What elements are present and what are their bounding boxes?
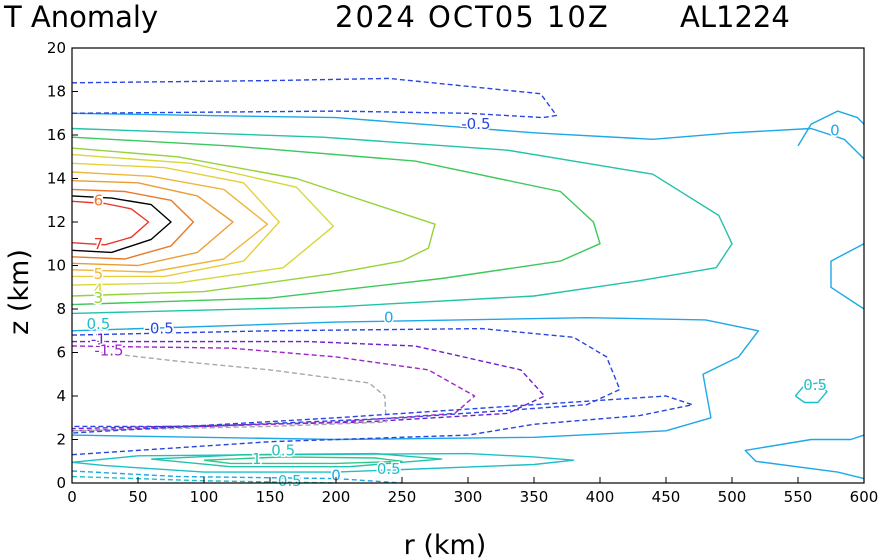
contour-line-4-6 (71, 153, 335, 286)
y-tick-label: 8 (56, 300, 66, 318)
contour-label-2: 6 (94, 191, 104, 209)
contour-line--0p5-24 (71, 395, 694, 456)
contour-line--1p5-21 (71, 345, 476, 432)
x-tick-label: 150 (256, 488, 285, 506)
x-tick-label: 450 (652, 488, 681, 506)
contour-label-7: 0.5 (86, 315, 110, 333)
y-tick-label: 4 (56, 387, 66, 405)
x-tick-label: 400 (586, 488, 615, 506)
y-tick-label: 10 (47, 257, 66, 275)
x-tick-label: 250 (388, 488, 417, 506)
contour-line-0-10 (71, 317, 760, 441)
contour-line-6p5-1 (71, 195, 172, 254)
y-tick-label: 2 (56, 431, 66, 449)
contour-line-7-0 (71, 200, 150, 246)
contour-line-5p5-3 (71, 180, 234, 267)
contour-label-6: 3 (94, 289, 104, 307)
contour-label-5: 4 (94, 280, 104, 298)
contour-label-0: -0.5 (461, 115, 490, 133)
x-tick-label: 600 (850, 488, 879, 506)
x-axis-label: r (km) (404, 530, 487, 559)
contour-line-0-14 (744, 434, 865, 480)
contour-label-14: 0.5 (271, 441, 295, 459)
contour-label-8: 0 (384, 309, 394, 327)
y-tick-label: 0 (56, 474, 66, 492)
y-tick-label: 16 (47, 126, 66, 144)
contour-label-11: -1.5 (94, 341, 123, 359)
contour-line-5-4 (71, 171, 269, 273)
y-tick-label: 14 (47, 170, 66, 188)
contour-label-9: -0.5 (144, 320, 173, 338)
contour-label-15: 0.5 (377, 460, 401, 478)
y-tick-label: 18 (47, 83, 66, 101)
y-tick-label: 20 (47, 39, 66, 57)
contour-label-10: -1 (91, 330, 106, 348)
contour-label-17: 0.5 (278, 472, 302, 490)
y-tick-label: 12 (47, 213, 66, 231)
contour-label-3: 7 (94, 235, 104, 253)
chart-title: T Anomaly (3, 0, 158, 34)
x-tick-label: 550 (784, 488, 813, 506)
contour-line-1p5-18 (203, 456, 403, 465)
contour-line-1-9 (71, 127, 733, 315)
x-tick-label: 0 (67, 488, 77, 506)
x-tick-label: 100 (190, 488, 219, 506)
contour-line-0-12 (71, 112, 865, 160)
chart-storm-id: AL1224 (680, 0, 790, 34)
contour-line-3-7 (71, 147, 436, 297)
contour-line-4p5-5 (71, 162, 280, 278)
x-tick-label: 300 (454, 488, 483, 506)
x-tick-label: 50 (128, 488, 147, 506)
x-tick-label: 500 (718, 488, 747, 506)
contour-label-16: 0 (331, 466, 341, 484)
contour-line--0p5-19 (71, 327, 621, 428)
contour-line--2-22 (71, 351, 387, 432)
contour-line-0p5-15 (794, 382, 828, 404)
contour-line-6-2 (71, 188, 195, 260)
contour-line-0-25 (71, 470, 403, 484)
contour-line-2-8 (71, 136, 601, 306)
contour-label-12: 0.5 (803, 376, 827, 394)
contour-label-layer: -0.5 0 6 7 543 0.5 0 -0.5 -1-1.5 0.5 1 0.5 0.5 0 0.5 (85, 114, 841, 492)
contour-label-4: 5 (94, 265, 104, 283)
y-tick-label: 6 (56, 344, 66, 362)
contour-line--0p5-23 (71, 77, 558, 119)
plot-frame (71, 47, 865, 484)
y-axis-label: z (km) (4, 249, 35, 335)
contour-layer (71, 77, 865, 484)
contour-label-13: 1 (252, 450, 262, 468)
axis-layer: 0 50 100 150 200 250 300 350 400 450 500 550 6000246… (47, 39, 878, 506)
chart-datetime: 2024 OCT05 10Z (335, 0, 610, 34)
x-tick-label: 200 (322, 488, 351, 506)
contour-line-0-13 (797, 110, 865, 147)
contour-line-1-17 (151, 452, 443, 468)
contour-line-0-11 (830, 243, 865, 310)
contour-label-1: 0 (830, 122, 840, 140)
x-tick-label: 350 (520, 488, 549, 506)
